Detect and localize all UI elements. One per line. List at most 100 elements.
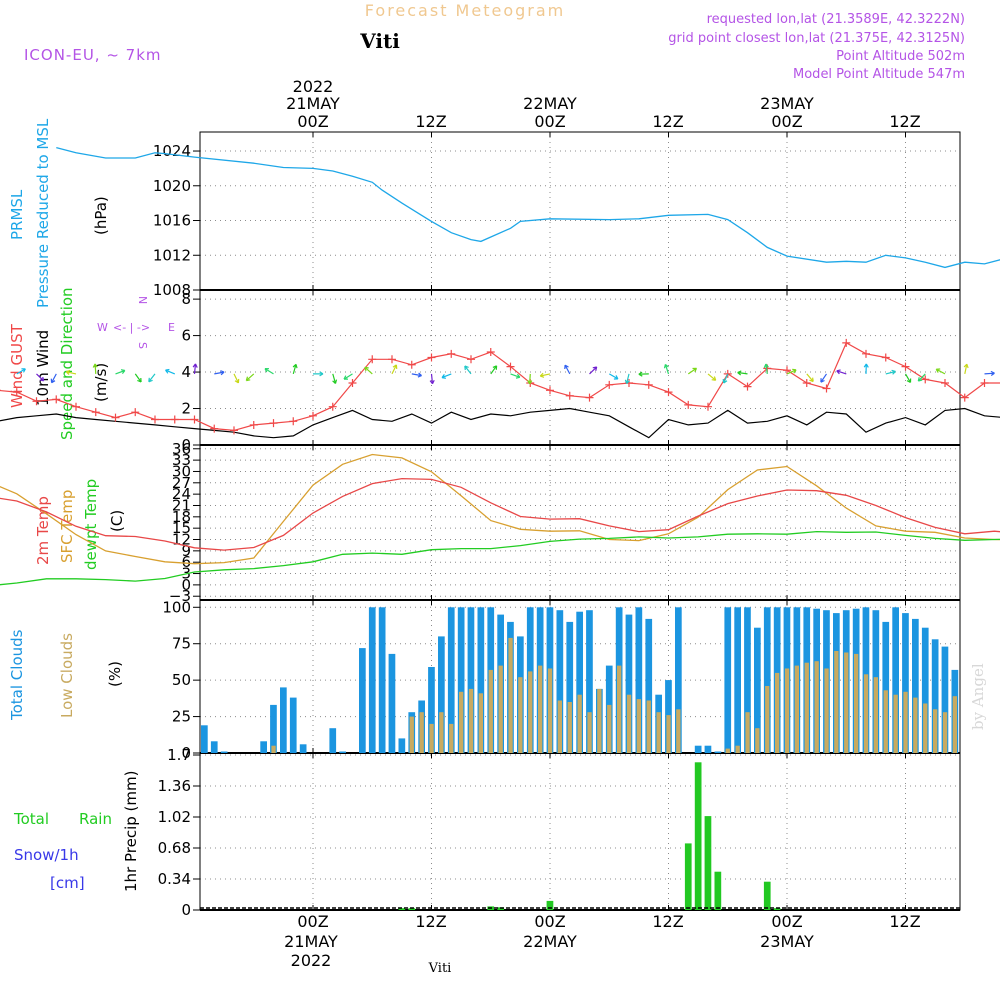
gust-marker [111,413,120,422]
wind-direction-arrow [115,369,126,375]
low-cloud-bar [626,694,632,753]
temp-label-2: SFC Temp [58,490,76,563]
low-cloud-bar [468,688,474,753]
y-tick-label: 100 [162,598,191,616]
y-tick-label: 50 [172,671,191,689]
low-cloud-bar [419,712,424,753]
bottom-date-2: 22MAY [523,932,577,951]
total-cloud-bar [398,738,406,753]
y-tick-label: 1.7 [167,746,191,764]
total-cloud-bar [635,607,643,753]
total-cloud-bar [447,607,455,753]
compass-legend: W <- | -> E N S [97,296,175,349]
wind-unit: (m/s) [92,363,110,402]
wind-direction-arrow [904,373,912,384]
total-cloud-bar [941,646,949,753]
low-cloud-bar [933,709,938,753]
low-cloud-bar [844,652,849,753]
wind-direction-arrow [65,369,77,375]
wind-label-1: Wind GUST [8,323,26,408]
low-cloud-bar [409,716,414,753]
wind-label-2: 10m Wind [34,330,52,406]
bottom-year: 2022 [291,951,332,970]
low-cloud-bar [577,694,582,753]
gust-marker [644,380,653,389]
precip-bar [694,762,702,910]
gust-marker [249,420,258,429]
top-year: 2022 [293,77,334,96]
total-cloud-bar [625,614,633,753]
gust-marker [407,360,416,369]
total-cloud-bar [734,607,741,753]
y-tick-label: −3 [169,587,191,605]
wind-direction-arrow [806,373,814,383]
wind-speed-line [0,407,1000,439]
total-cloud-bar [329,728,337,753]
precip-bar [684,843,692,910]
low-cloud-bar [883,690,888,753]
gust-marker [506,362,515,371]
wind-direction-arrow [214,370,225,376]
y-tick-label: 1008 [153,281,191,299]
y-tick-label: 6 [181,553,191,571]
total-cloud-bar [744,607,751,753]
wind-direction-arrow [722,373,729,384]
pressure-line [56,146,1000,269]
low-cloud-bar [854,653,859,753]
total-cloud-bar [912,618,919,753]
gust-marker [447,349,456,358]
grid-coords: grid point closest lon,lat (21.375E, 42.… [668,31,965,46]
wind-direction-arrow [510,373,521,379]
total-cloud-bar [368,607,376,753]
clouds-label-1: Total Clouds [8,629,26,721]
top-tick-4: 12Z [652,112,683,131]
wind-direction-arrow [245,373,255,382]
gust-marker [901,362,910,371]
wind-direction-arrow [16,368,26,375]
total-cloud-bar [576,611,583,753]
wind-direction-arrow [564,364,571,375]
total-cloud-bar [882,621,890,753]
total-cloud-bar [586,610,593,753]
dewpoint-line [0,530,1000,586]
total-cloud-bar [902,613,909,753]
gust-marker [12,388,21,397]
low-cloud-bar [725,748,730,753]
y-tick-label: 1016 [153,212,191,230]
low-cloud-bar [656,712,661,753]
bottom-tick-3: 00Z [534,912,565,931]
total-cloud-bar [457,607,465,753]
model-label: ICON-EU, ~ 7km [24,46,162,64]
wind-direction-arrow [589,366,598,375]
low-cloud-bar [942,712,948,753]
y-tick-label: 18 [172,508,191,526]
top-tick-1: 00Z [297,112,328,131]
wind-direction-arrow [343,373,353,380]
bottom-date-3: 23MAY [760,932,814,951]
total-cloud-bar [931,639,939,753]
compass-arrows: <- | -> [113,321,150,334]
wind-direction-arrow [134,373,142,383]
low-cloud-bar [439,712,444,753]
low-cloud-bar [557,700,562,753]
low-cloud-bar [508,637,513,753]
precip-label-snow: Snow/1h [14,846,79,864]
y-tick-label: 36 [172,440,191,458]
total-cloud-bar [260,741,267,753]
wind-direction-arrow [963,363,969,375]
y-tick-label: 33 [172,451,191,469]
y-tick-label: 21 [172,496,191,514]
top-tick-5: 00Z [771,112,802,131]
y-tick-label: 9 [181,542,191,560]
y-tick-label: 1024 [153,142,191,160]
gust-marker [822,384,831,393]
y-tick-label: 24 [172,485,191,503]
bottom-tick-1: 00Z [297,912,328,931]
y-tick-label: 6 [181,327,191,345]
wind-direction-arrow [786,368,797,375]
total-cloud-bar [477,607,485,753]
gust-marker [941,379,949,387]
y-tick-label: 2 [181,400,191,418]
total-cloud-bar [892,607,899,753]
total-cloud-bar [645,618,653,753]
